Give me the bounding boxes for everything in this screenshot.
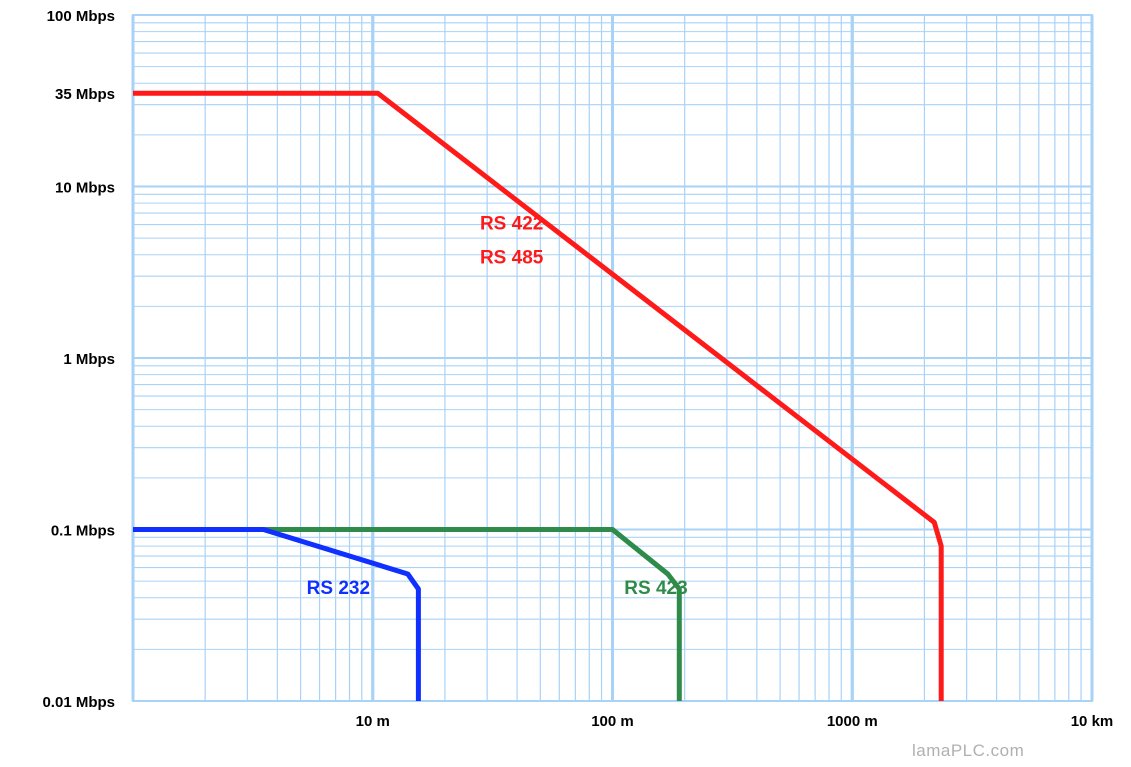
y-tick-label: 1 Mbps <box>63 351 115 368</box>
x-tick-label: 100 m <box>591 713 634 730</box>
x-tick-label: 10 km <box>1071 713 1114 730</box>
y-tick-label: 35 Mbps <box>55 86 115 103</box>
series-label: RS 423 <box>624 578 687 599</box>
plot-border <box>132 14 1093 702</box>
watermark: lamaPLC.com <box>912 741 1024 760</box>
series-label: RS 422 <box>480 214 543 235</box>
y-tick-label: 100 Mbps <box>47 8 115 25</box>
series-label: RS 485 <box>480 248 544 269</box>
series-line-0 <box>133 90 944 701</box>
series-label: RS 232 <box>307 578 370 599</box>
labels-layer: RS 422 RS 485 RS 423 RS 232 <box>307 214 688 599</box>
x-tick-label: 1000 m <box>827 713 878 730</box>
y-tick-label: 0.01 Mbps <box>42 694 115 711</box>
series-layer <box>133 90 944 701</box>
x-tick-label: 10 m <box>356 713 390 730</box>
y-tick-label: 10 Mbps <box>55 180 115 197</box>
grid <box>131 14 1094 702</box>
series-line-2 <box>133 527 421 701</box>
axes: 100 Mbps 35 Mbps 10 Mbps 1 Mbps 0.1 Mbps 0.01… <box>42 8 1113 730</box>
y-tick-label: 0.1 Mbps <box>51 523 115 540</box>
series-line-1 <box>263 527 682 701</box>
